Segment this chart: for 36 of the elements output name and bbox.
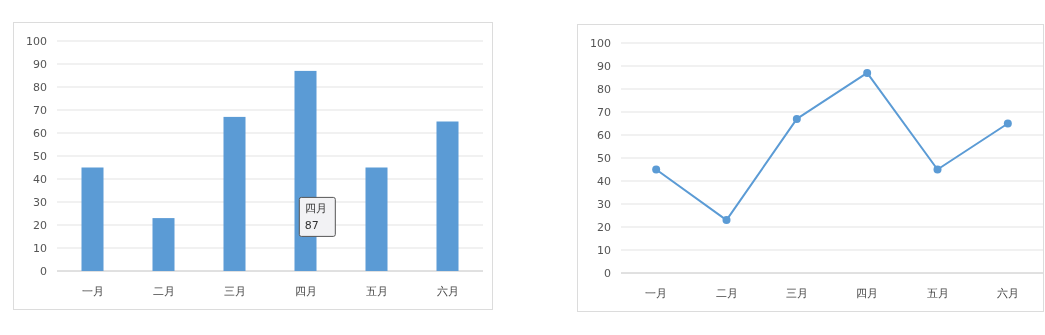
- x-tick-label: 三月: [785, 287, 808, 300]
- y-tick-label: 40: [597, 175, 611, 188]
- y-tick-label: 10: [33, 242, 47, 255]
- y-tick-label: 50: [597, 152, 611, 165]
- annotation: 四月 87: [304, 202, 327, 233]
- y-tick-label: 70: [597, 106, 611, 119]
- y-tick-label: 0: [40, 265, 47, 278]
- y-tick-label: 0: [604, 267, 611, 280]
- x-tick-label: 二月: [715, 287, 738, 300]
- x-tick-label: 六月: [436, 285, 459, 298]
- x-tick-label: 一月: [81, 285, 104, 298]
- x-tick-label: 三月: [223, 285, 246, 298]
- x-tick-label: 四月: [294, 285, 317, 298]
- y-tick-label: 80: [33, 81, 47, 94]
- y-tick-label: 20: [597, 221, 611, 234]
- x-tick-label: 六月: [996, 287, 1019, 300]
- y-tick-label: 60: [33, 127, 47, 140]
- y-tick-label: 70: [33, 104, 47, 117]
- y-tick-label: 30: [33, 196, 47, 209]
- y-tick-label: 20: [33, 219, 47, 232]
- x-tick-label: 二月: [152, 285, 175, 298]
- y-tick-label: 60: [597, 129, 611, 142]
- y-tick-label: 90: [597, 60, 611, 73]
- y-tick-label: 10: [597, 244, 611, 257]
- x-tick-label: 五月: [365, 285, 388, 298]
- y-tick-label: 100: [26, 35, 47, 48]
- y-tick-label: 100: [590, 37, 611, 50]
- y-tick-label: 90: [33, 58, 47, 71]
- y-tick-label: 40: [33, 173, 47, 186]
- y-tick-label: 50: [33, 150, 47, 163]
- tooltip: 四月 87: [298, 196, 336, 237]
- x-tick-label: 四月: [856, 287, 879, 300]
- x-tick-label: 五月: [926, 287, 949, 300]
- y-tick-label: 80: [597, 83, 611, 96]
- x-tick-label: 一月: [645, 287, 668, 300]
- y-tick-label: 30: [597, 198, 611, 211]
